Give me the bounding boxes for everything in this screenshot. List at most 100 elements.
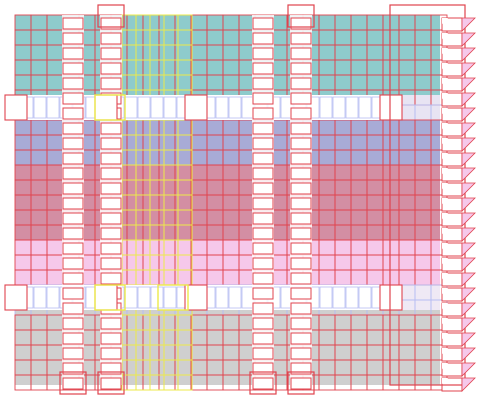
outlined-boxes (4, 4, 466, 395)
column-box (252, 242, 274, 255)
column-box (62, 152, 84, 165)
column-box (290, 227, 312, 240)
column-box (252, 47, 274, 60)
bar-cell (332, 96, 346, 119)
edge-notch (442, 123, 448, 129)
column-box (252, 257, 274, 270)
edge-notch (442, 348, 448, 354)
column-box (62, 347, 84, 360)
column-box (62, 92, 84, 105)
edge-triangle (461, 302, 476, 317)
edge-notch (442, 258, 448, 264)
column-box (100, 182, 122, 195)
column-box (252, 107, 274, 120)
column-box (252, 347, 274, 360)
column-box (252, 77, 274, 90)
column-box (290, 167, 312, 180)
edge-triangle (461, 227, 476, 242)
edge-triangle (461, 32, 476, 47)
column-box (290, 152, 312, 165)
column-box (62, 362, 84, 375)
column-box (252, 122, 274, 135)
edge-triangle (461, 197, 476, 212)
bar-cell (46, 286, 60, 309)
column-box (62, 77, 84, 90)
column-box (100, 47, 122, 60)
column-box (62, 197, 84, 210)
column-box (62, 287, 84, 300)
column-box (290, 257, 312, 270)
column-box (290, 62, 312, 75)
band-pink (15, 240, 440, 285)
column-box (252, 332, 274, 345)
column-box (290, 17, 312, 30)
yellow-cell (177, 374, 193, 391)
column-box (100, 62, 122, 75)
edge-triangle (461, 347, 476, 362)
column-box (290, 137, 312, 150)
right-triangles (442, 17, 476, 392)
column-box (290, 32, 312, 45)
column-box (290, 302, 312, 315)
edge-triangle (461, 107, 476, 122)
column-box (252, 377, 274, 390)
edge-triangle (461, 212, 476, 227)
column-box (62, 272, 84, 285)
edge-triangle (461, 317, 476, 332)
column-box (62, 317, 84, 330)
column-box (252, 287, 274, 300)
column-box (252, 137, 274, 150)
band-teal (15, 15, 440, 95)
edge-notch (442, 318, 448, 324)
edge-triangle (461, 137, 476, 152)
bar-cell (228, 96, 242, 119)
bar-cell (215, 286, 229, 309)
edge-triangle (461, 17, 476, 32)
column-box (290, 332, 312, 345)
bar-box (94, 94, 118, 121)
bar-cell (358, 96, 372, 119)
bar-box (379, 94, 403, 121)
column-box (62, 212, 84, 225)
edge-notch (442, 138, 448, 144)
edge-triangle (461, 362, 476, 377)
bar-cell (345, 286, 359, 309)
column-box (100, 212, 122, 225)
bar-cell (215, 96, 229, 119)
column-box (100, 197, 122, 210)
bar-cell (33, 96, 47, 119)
column-box (100, 332, 122, 345)
yellow-box (94, 284, 126, 311)
bar-box (4, 284, 28, 311)
frame-box (97, 4, 125, 28)
bar-cell (319, 286, 333, 309)
bar-cell (46, 96, 60, 119)
column-box (62, 47, 84, 60)
column-box (252, 302, 274, 315)
edge-triangle (461, 47, 476, 62)
bar-cell (150, 96, 164, 119)
column-box (100, 137, 122, 150)
column-box (290, 197, 312, 210)
column-box (290, 272, 312, 285)
edge-notch (442, 168, 448, 174)
column-box (252, 182, 274, 195)
frame-box (287, 4, 315, 28)
edge-triangle (461, 377, 476, 392)
edge-notch (442, 213, 448, 219)
edge-notch (442, 273, 448, 279)
edge-notch (442, 63, 448, 69)
edge-notch (442, 243, 448, 249)
column-box (62, 107, 84, 120)
edge-notch (442, 198, 448, 204)
column-box (252, 62, 274, 75)
edge-triangle (461, 332, 476, 347)
column-box (100, 227, 122, 240)
column-box (252, 227, 274, 240)
column-box (62, 122, 84, 135)
bar-cell (345, 96, 359, 119)
bar-cell (358, 286, 372, 309)
bar-box (184, 284, 208, 311)
bar-cell (332, 286, 346, 309)
column-box (290, 107, 312, 120)
